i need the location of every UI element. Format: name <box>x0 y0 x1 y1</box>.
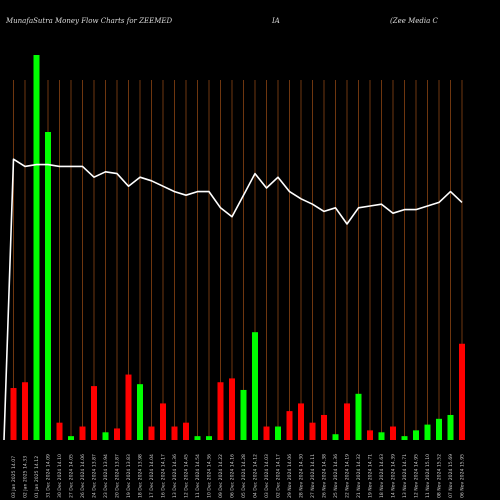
volume-bar <box>171 426 178 440</box>
x-tick-label: 06 Dec 2024 14.16 <box>230 454 236 498</box>
x-tick-label: 21 Nov 2024 14.32 <box>356 454 362 498</box>
x-tick-label: 26 Nov 2024 14.38 <box>322 454 328 498</box>
volume-bar <box>332 434 339 440</box>
volume-bar <box>194 436 201 440</box>
x-tick-label: 27 Nov 2024 14.11 <box>310 454 316 498</box>
x-tick-label: 03 Dec 2024 14.03 <box>264 454 270 498</box>
x-tick-label: 07 Nov 2024 15.69 <box>448 454 454 498</box>
volume-bar <box>68 436 74 440</box>
volume-bar <box>263 426 270 440</box>
x-tick-label: 22 Nov 2024 14.19 <box>345 454 351 498</box>
x-tick-label: 28 Nov 2024 14.30 <box>299 454 305 498</box>
volume-bar <box>56 422 63 440</box>
x-tick-label: 26 Dec 2024 14.06 <box>80 454 86 498</box>
x-tick-label: 12 Dec 2024 14.45 <box>184 454 190 498</box>
x-tick-label: 02 Jan 2025 14.33 <box>23 456 29 498</box>
volume-bar <box>137 384 143 440</box>
volume-bar <box>390 426 396 440</box>
volume-bar <box>33 55 40 440</box>
x-tick-label: 19 Nov 2024 14.71 <box>368 454 374 498</box>
x-tick-label: 25 Nov 2024 14.36 <box>333 454 339 498</box>
x-tick-label: 31 Dec 2024 14.09 <box>46 454 52 498</box>
x-tick-label: 27 Dec 2024 14.05 <box>69 454 75 498</box>
x-tick-label: 17 Dec 2024 14.04 <box>149 454 155 498</box>
x-tick-label: 18 Nov 2024 14.63 <box>379 454 385 498</box>
volume-bar <box>447 414 454 440</box>
price-line-layer <box>3 158 463 441</box>
volume-bar <box>114 428 120 440</box>
volume-bar <box>22 382 28 440</box>
volume-bar <box>459 343 465 440</box>
volume-bar <box>217 382 224 440</box>
x-tick-label: 11 Dec 2024 14.54 <box>195 454 201 498</box>
volume-bar <box>275 426 281 440</box>
x-tick-label: 10 Dec 2024 14.36 <box>207 454 213 498</box>
x-tick-label: 14 Nov 2024 14.39 <box>391 454 397 498</box>
x-tick-label: 05 Dec 2024 14.28 <box>241 454 247 498</box>
volume-bar <box>424 424 431 440</box>
x-tick-label: 12 Nov 2024 14.95 <box>414 454 420 498</box>
volume-bar <box>436 418 442 440</box>
volume-bar <box>240 389 247 440</box>
x-tick-labels: 03 Jan 2025 14.07 02 Jan 2025 14.33 01 Jan… <box>11 454 466 498</box>
x-tick-label: 11 Nov 2024 15.10 <box>425 454 431 498</box>
volume-bar <box>321 414 327 440</box>
volume-bar <box>229 378 235 440</box>
volume-bar <box>401 436 408 440</box>
x-tick-label: 16 Dec 2024 14.17 <box>161 454 167 498</box>
x-tick-label: 08 Nov 2024 15.52 <box>437 454 443 498</box>
chart-title-right: (Zee Media C <box>390 17 439 25</box>
chart-title-middle: IA <box>271 17 280 25</box>
volume-bar <box>252 332 258 440</box>
volume-bar <box>298 403 304 440</box>
volume-bars <box>10 55 465 440</box>
x-tick-label: 24 Dec 2024 13.87 <box>92 454 98 498</box>
x-tick-label: 06 Nov 2024 15.95 <box>460 454 466 498</box>
x-tick-label: 01 Jan 2025 14.12 <box>34 456 40 498</box>
x-tick-label: 30 Dec 2024 14.10 <box>57 454 63 498</box>
x-tick-label: 04 Dec 2024 14.12 <box>253 454 259 498</box>
volume-bar <box>148 426 155 440</box>
volume-bar <box>413 430 419 440</box>
volume-bar <box>309 422 316 440</box>
x-tick-label: 02 Dec 2024 14.17 <box>276 454 282 498</box>
volume-bar <box>344 403 350 440</box>
volume-bar <box>378 432 385 440</box>
volume-bar <box>91 386 97 440</box>
volume-bar <box>286 411 293 440</box>
volume-bar <box>125 374 132 440</box>
price-line <box>3 158 463 441</box>
x-tick-label: 03 Jan 2025 14.07 <box>11 456 17 498</box>
volume-bar <box>102 432 109 440</box>
x-tick-label: 13 Nov 2024 14.71 <box>402 454 408 498</box>
x-tick-label: 13 Dec 2024 14.36 <box>172 454 178 498</box>
x-tick-label: 29 Nov 2024 14.06 <box>287 454 293 498</box>
volume-bar <box>160 403 166 440</box>
x-tick-label: 23 Dec 2024 13.94 <box>103 454 109 498</box>
volume-bar <box>45 132 51 440</box>
volume-bar <box>10 388 17 440</box>
x-tick-label: 18 Dec 2024 13.98 <box>138 454 144 498</box>
volume-bar <box>206 436 212 440</box>
volume-bar <box>183 422 189 440</box>
chart-title-left: MunafaSutra Money Flow Charts for ZEEMED <box>5 17 172 25</box>
volume-bar <box>367 430 373 440</box>
volume-bar <box>355 393 362 440</box>
x-tick-label: 19 Dec 2024 13.83 <box>126 454 132 498</box>
x-tick-label: 20 Dec 2024 13.87 <box>115 454 121 498</box>
x-tick-label: 09 Dec 2024 14.22 <box>218 454 224 498</box>
volume-bar <box>79 426 86 440</box>
